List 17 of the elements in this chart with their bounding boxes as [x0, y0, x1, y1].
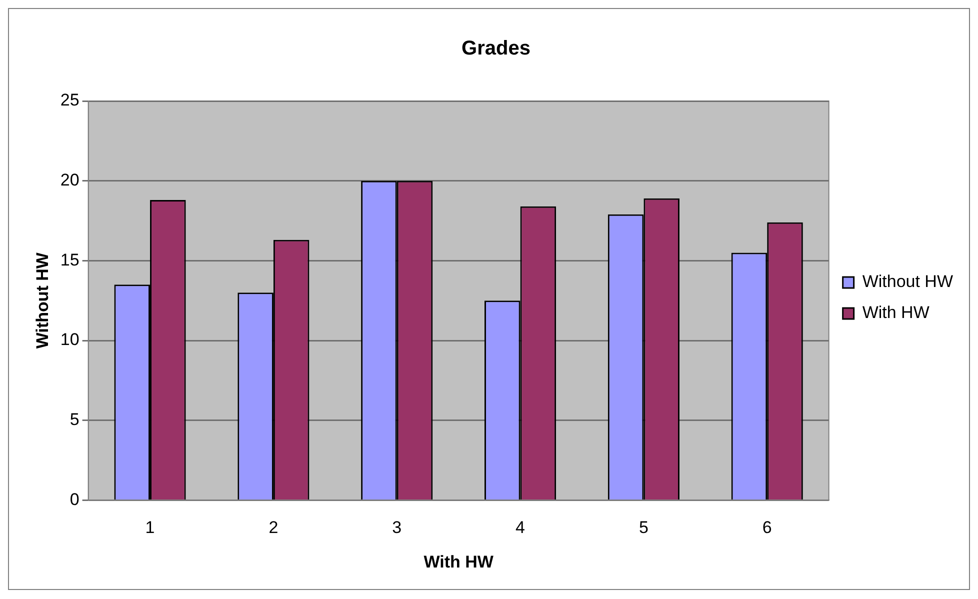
x-tick-label: 2	[268, 518, 278, 538]
y-tick-label: 25	[60, 90, 80, 110]
y-tick-label: 5	[70, 410, 80, 430]
x-axis-title: With HW	[424, 552, 494, 572]
y-axis-title: Without HW	[32, 252, 52, 349]
x-tick-label: 4	[516, 518, 526, 538]
x-tick-label: 5	[638, 518, 648, 538]
y-tick-label: 10	[60, 330, 80, 350]
legend-label: With HW	[862, 303, 930, 322]
legend-label: Without HW	[862, 272, 954, 292]
x-tick-label: 6	[762, 518, 772, 538]
x-tick-label: 3	[392, 518, 402, 538]
y-tick-label: 20	[60, 170, 80, 190]
y-tick-label: 0	[70, 490, 80, 509]
x-tick-label: 1	[145, 518, 155, 538]
chart-title: Grades	[462, 38, 530, 60]
y-tick-label: 15	[60, 250, 80, 270]
